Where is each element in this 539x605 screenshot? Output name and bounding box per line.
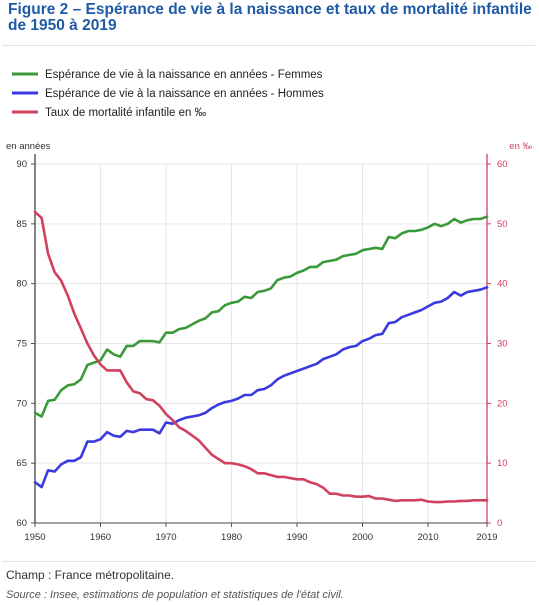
series-lines [33,210,489,504]
legend: Espérance de vie à la naissance en année… [12,69,324,119]
figure-title: Figure 2 – Espérance de vie à la naissan… [8,1,532,34]
chart-panel: Espérance de vie à la naissance en année… [2,45,535,562]
series-line-mortalite [33,210,489,504]
y-right-tick-label: 30 [497,339,508,350]
series-line-femmes [33,215,489,418]
x-tick-label: 2010 [417,532,438,543]
x-tick-label: 1980 [221,532,242,543]
y-right-tick-label: 50 [497,219,508,230]
x-tick-label: 2000 [352,532,373,543]
series-line-hommes [33,286,489,489]
y-left-unit-label: en années [6,141,51,152]
y-left-tick-label: 60 [16,518,27,529]
y-left-tick-label: 90 [16,159,27,170]
y-right-tick-label: 20 [497,398,508,409]
y-left-tick-label: 85 [16,219,27,230]
y-right-tick-label: 60 [497,159,508,170]
y-right-tick-label: 40 [497,279,508,290]
y-left-tick-label: 65 [16,458,27,469]
source-note: Source : Insee, estimations de populatio… [6,589,344,601]
y-left-tick-label: 80 [16,279,27,290]
line-chart: Espérance de vie à la naissance en année… [6,69,532,543]
legend-label: Espérance de vie à la naissance en année… [45,88,324,100]
x-tick-label: 2019 [476,532,497,543]
axes: 60 65 70 75 80 85 90 0 10 20 30 40 50 60 1950 1960 1970 1… [6,141,532,543]
legend-label: Espérance de vie à la naissance en année… [45,69,323,81]
x-tick-label: 1970 [155,532,176,543]
y-right-unit-label: en ‰ [509,141,532,152]
y-left-tick-label: 75 [16,339,27,350]
champ-note: Champ : France métropolitaine. [6,568,175,582]
x-tick-label: 1990 [286,532,307,543]
y-right-tick-label: 0 [497,518,502,529]
y-right-tick-label: 10 [497,458,508,469]
legend-label: Taux de mortalité infantile en ‰ [45,107,207,119]
x-tick-label: 1960 [90,532,111,543]
grid [35,163,487,523]
y-left-tick-label: 70 [16,398,27,409]
x-tick-label: 1950 [24,532,45,543]
